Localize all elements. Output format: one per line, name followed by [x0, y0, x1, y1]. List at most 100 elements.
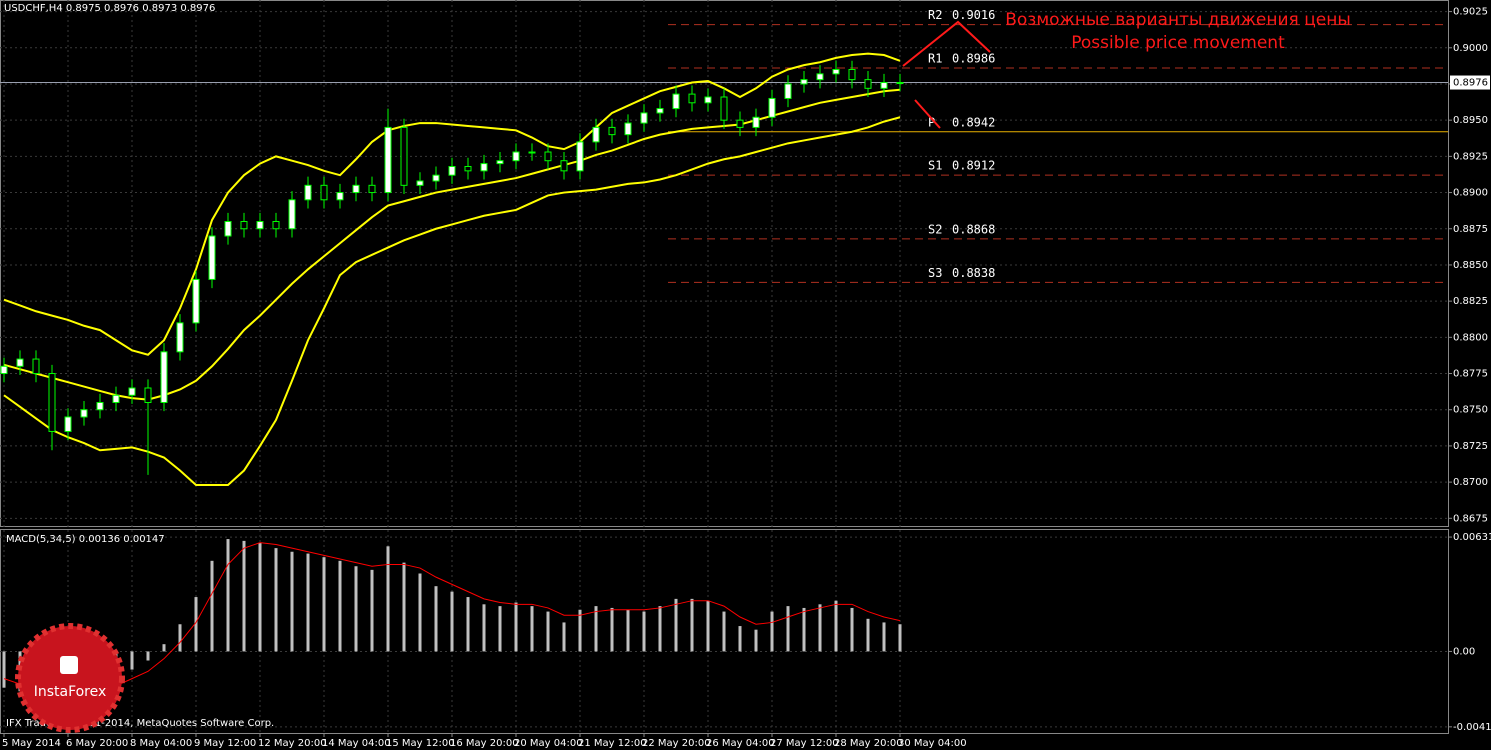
- candle-body: [512, 151, 520, 162]
- y-tick-label: 0.8950: [1453, 115, 1488, 126]
- macd-bar: [290, 551, 294, 652]
- macd-bar: [386, 546, 390, 652]
- candle-body: [704, 96, 712, 104]
- y-tick-label: 0.8825: [1453, 296, 1488, 307]
- candle-body: [128, 387, 136, 396]
- candle-body: [160, 351, 168, 403]
- annotation: Possible price movement: [1071, 33, 1285, 53]
- macd-bar: [658, 606, 662, 652]
- pivot-value: 0.8942: [952, 115, 995, 129]
- grid: [0, 0, 1448, 733]
- macd-bar: [322, 557, 326, 652]
- last-price-box: [1450, 75, 1490, 90]
- macd-bar: [258, 542, 262, 652]
- pivot-name: S2: [928, 222, 942, 236]
- candle-body: [96, 401, 104, 411]
- candle-body: [368, 184, 376, 194]
- macd-bar: [514, 602, 518, 652]
- macd-bar: [354, 566, 358, 652]
- pivot-name: R1: [928, 52, 942, 66]
- y-tick-label: 0.8725: [1453, 441, 1488, 452]
- candle-body: [272, 221, 280, 230]
- macd-bar: [690, 598, 694, 652]
- x-tick-label: 20 May 04:00: [514, 738, 583, 749]
- candle-body: [656, 108, 664, 114]
- x-tick-label: 16 May 20:00: [450, 738, 519, 749]
- macd-bar: [402, 562, 406, 652]
- macd-bar: [178, 624, 182, 652]
- macd-bar: [642, 611, 646, 652]
- macd-bar: [482, 604, 486, 652]
- band-line: [3, 52, 901, 356]
- candle-body: [768, 97, 776, 118]
- macd-bar: [738, 626, 742, 652]
- macd-bar: [594, 606, 598, 652]
- pivot-name: R2: [928, 8, 942, 22]
- candle-body: [736, 119, 744, 128]
- y-tick-label: 0.8850: [1453, 260, 1488, 271]
- logo-text: InstaForex: [34, 684, 107, 700]
- candle-body: [16, 358, 24, 367]
- macd-bar: [882, 622, 886, 652]
- x-tick-label: 28 May 20:00: [834, 738, 903, 749]
- macd-bar: [818, 604, 822, 652]
- x-tick-label: 26 May 04:00: [706, 738, 775, 749]
- y-tick-label: 0.8900: [1453, 188, 1488, 199]
- candle-body: [848, 68, 856, 81]
- arrow-down: [914, 99, 941, 129]
- candle-body: [640, 112, 648, 124]
- y-tick-label: 0.8800: [1453, 332, 1488, 343]
- candle-body: [80, 409, 88, 418]
- macd-bar: [466, 597, 470, 652]
- macd-bar: [242, 540, 246, 652]
- candle-body: [304, 184, 312, 201]
- y-tick-label: 0.8675: [1453, 513, 1488, 524]
- macd-bar: [610, 607, 614, 652]
- y-tick-label: 0.8875: [1453, 224, 1488, 235]
- logo: InstaForex: [15, 623, 125, 733]
- candle-body: [608, 126, 616, 136]
- candle-body: [432, 174, 440, 182]
- chart-title: USDCHF,H4 0.8975 0.8976 0.8973 0.8976: [4, 3, 215, 14]
- annotation: Возможные варианты движения цены: [1005, 10, 1351, 30]
- candle-body: [192, 278, 200, 324]
- macd-bar: [306, 553, 310, 652]
- pivot-value: 0.8868: [952, 222, 995, 236]
- y-tick-label: 0.00: [1453, 646, 1475, 657]
- candle-body: [480, 163, 488, 172]
- macd-bar: [866, 618, 870, 652]
- candle-body: [896, 82, 904, 85]
- marks: [0, 24, 1448, 699]
- pivot-value: 0.8838: [952, 266, 995, 280]
- candle-body: [256, 221, 264, 230]
- signal-line: [3, 542, 901, 698]
- candle-body: [560, 160, 568, 172]
- x-tick-label: 14 May 04:00: [322, 738, 391, 749]
- candle-body: [416, 180, 424, 186]
- candle-body: [688, 93, 696, 104]
- x-tick-label: 6 May 20:00: [66, 738, 128, 749]
- candle-body: [208, 235, 216, 280]
- macd-bar: [194, 597, 198, 652]
- candle-body: [576, 141, 584, 172]
- y-tick-label: 0.8925: [1453, 151, 1488, 162]
- x-tick-label: 22 May 20:00: [642, 738, 711, 749]
- candle-body: [400, 126, 408, 186]
- candle-body: [816, 73, 824, 81]
- macd-bar: [578, 609, 582, 652]
- y-tick-label: 0.9000: [1453, 43, 1488, 54]
- macd-bar: [226, 539, 230, 652]
- x-tick-label: 12 May 20:00: [258, 738, 327, 749]
- x-tick-label: 21 May 12:00: [578, 738, 647, 749]
- pivot-value: 0.8912: [952, 159, 995, 173]
- pivot-value: 0.8986: [952, 52, 995, 66]
- candle-body: [624, 122, 632, 136]
- x-tick-label: 30 May 04:00: [898, 738, 967, 749]
- band-line: [3, 88, 901, 401]
- candle-body: [64, 416, 72, 432]
- macd-bar: [898, 624, 902, 652]
- x-tick-label: 8 May 04:00: [130, 738, 192, 749]
- candle-body: [48, 373, 56, 432]
- macd-bar: [754, 629, 758, 652]
